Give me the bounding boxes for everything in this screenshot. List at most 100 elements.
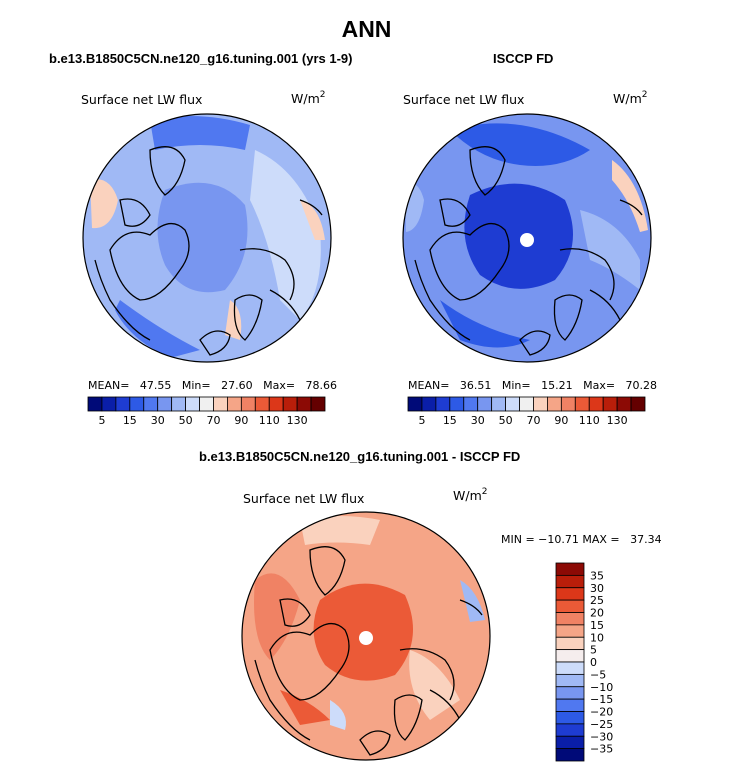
panel-b-colorbar-tick-label: 130 <box>607 414 628 427</box>
panel-a-colorbar-tick-label: 15 <box>123 414 137 427</box>
panel-a-colorbar-box <box>227 396 242 412</box>
panel-b-colorbar-tick-label: 50 <box>499 414 513 427</box>
panel-a-colorbar-box <box>240 396 256 412</box>
panel-c-map <box>241 511 491 761</box>
panel-b-stats: MEAN= 36.51 Min= 15.21 Max= 70.28 <box>408 379 658 392</box>
panel-c-colorbar-tick-label: −5 <box>590 668 606 681</box>
panel-b-colorbar-box <box>616 396 632 412</box>
panel-a-colorbar-box <box>143 396 159 412</box>
panel-a-stats: MEAN= 47.55 Min= 27.60 Max= 78.66 <box>88 379 338 392</box>
panel-b-colorbar-box <box>491 396 506 412</box>
figure-title: ANN <box>341 16 392 42</box>
panel-c-colorbar-box <box>555 748 585 762</box>
panel-b-colorbar-box <box>505 396 520 412</box>
panel-a-colorbar-box <box>296 396 312 412</box>
panel-b-colorbar-box <box>602 396 618 412</box>
panel-c-colorbar-box <box>555 686 585 700</box>
panel-b-colorbar-box <box>574 396 590 412</box>
panel-b-colorbar-box <box>407 396 423 412</box>
panel-c-variable-label: Surface net LW flux <box>243 491 365 506</box>
panel-b-colorbar-tick-label: 70 <box>526 414 540 427</box>
panel-a-units-label: W/m2 <box>291 90 326 106</box>
panel-c-colorbar-box <box>555 612 585 626</box>
panel-b-colorbar-tick-label: 15 <box>443 414 457 427</box>
panel-a-colorbar-box <box>185 396 200 412</box>
panel-a-colorbar-box <box>254 396 270 412</box>
panel-c-colorbar-tick-label: −15 <box>590 693 613 706</box>
panel-c-colorbar-box <box>555 624 585 638</box>
panel-c-units-label: W/m2 <box>453 487 488 503</box>
panel-c-colorbar-tick-label: 10 <box>590 631 604 644</box>
panel-c-colorbar-box <box>555 661 585 675</box>
panel-c-colorbar-box <box>555 711 585 725</box>
panel-b-colorbar-box <box>547 396 562 412</box>
panel-b-colorbar-tick-label: 110 <box>579 414 600 427</box>
panel-b-colorbar-tick-label: 90 <box>554 414 568 427</box>
panel-b-map <box>402 113 652 363</box>
panel-b-colorbar-box <box>463 396 479 412</box>
panel-b-colorbar-box <box>560 396 576 412</box>
panel-c-colorbar-box <box>555 636 585 651</box>
panel-a-colorbar-tick-label: 110 <box>259 414 280 427</box>
panel-a-colorbar-box <box>282 396 298 412</box>
panel-b-colorbar-tick-label: 5 <box>418 414 425 427</box>
panel-c-colorbar-tick-label: 5 <box>590 644 597 657</box>
panel-b-colorbar-box <box>435 396 451 412</box>
panel-a-colorbar: 5 15 30 50 70 90 110 130 <box>87 396 326 427</box>
panel-c-colorbar-tick-label: −35 <box>590 743 613 756</box>
panel-a-colorbar-tick-label: 70 <box>206 414 220 427</box>
panel-a-colorbar-box <box>199 396 214 412</box>
panel-b-colorbar-box <box>630 396 646 412</box>
panel-c-colorbar-tick-label: −25 <box>590 718 613 731</box>
panel-c-colorbar-box <box>555 673 585 688</box>
panel-b-units-label: W/m2 <box>613 90 648 106</box>
panel-a-colorbar-box <box>310 396 326 412</box>
panel-c-colorbar-box <box>555 562 585 576</box>
panel-b-colorbar-box <box>421 396 437 412</box>
panel-a-colorbar-tick-label: 30 <box>151 414 165 427</box>
panel-c-colorbar-box <box>555 735 585 750</box>
panel-c-stats: MIN = −10.71 MAX = 37.34 <box>501 533 662 546</box>
panel-a-colorbar-tick-label: 90 <box>234 414 248 427</box>
panel-c-colorbar-box <box>555 723 585 737</box>
panel-c-colorbar-tick-label: 30 <box>590 582 604 595</box>
panel-a-map <box>82 113 332 363</box>
panel-b-variable-label: Surface net LW flux <box>403 92 525 107</box>
panel-b-colorbar-box <box>519 396 534 412</box>
panel-a-colorbar-tick-label: 50 <box>179 414 193 427</box>
panel-a-colorbar-box <box>213 396 228 412</box>
panel-a-colorbar-tick-label: 5 <box>98 414 105 427</box>
panel-c-colorbar-box <box>555 599 585 613</box>
panel-a-colorbar-box <box>87 396 103 412</box>
panel-a-colorbar-tick-label: 130 <box>287 414 308 427</box>
panel-b-colorbar: 5 15 30 50 70 90 110 130 <box>407 396 646 427</box>
panel-c-colorbar-tick-label: −20 <box>590 706 613 719</box>
panel-a-title: b.e13.B1850C5CN.ne120_g16.tuning.001 (yr… <box>49 51 353 66</box>
panel-c-colorbar-box <box>555 649 585 663</box>
panel-c-colorbar-tick-label: 25 <box>590 594 604 607</box>
panel-a-colorbar-box <box>268 396 284 412</box>
panel-b-title: ISCCP FD <box>493 51 554 66</box>
panel-a-variable-label: Surface net LW flux <box>81 92 203 107</box>
panel-c-colorbar-tick-label: −30 <box>590 730 613 743</box>
panel-a-colorbar-box <box>129 396 145 412</box>
panel-a-colorbar-box <box>157 396 173 412</box>
panel-c-colorbar-box <box>555 574 585 589</box>
panel-b-colorbar-box <box>533 396 548 412</box>
panel-c-colorbar-tick-label: 0 <box>590 656 597 669</box>
panel-c-title: b.e13.B1850C5CN.ne120_g16.tuning.001 - I… <box>199 449 521 464</box>
panel-b-colorbar-box <box>449 396 465 412</box>
panel-c-colorbar-box <box>555 698 585 712</box>
panel-c-colorbar-tick-label: 35 <box>590 569 604 582</box>
panel-a-colorbar-box <box>171 396 186 412</box>
panel-c-colorbar-tick-label: 20 <box>590 607 604 620</box>
panel-a-colorbar-box <box>115 396 131 412</box>
panel-b-colorbar-box <box>588 396 604 412</box>
panel-c-colorbar-box <box>555 587 585 601</box>
panel-a-colorbar-box <box>101 396 117 412</box>
panel-b-colorbar-box <box>477 396 493 412</box>
panel-c-colorbar-tick-label: −10 <box>590 681 613 694</box>
panel-c-colorbar-tick-label: 15 <box>590 619 604 632</box>
